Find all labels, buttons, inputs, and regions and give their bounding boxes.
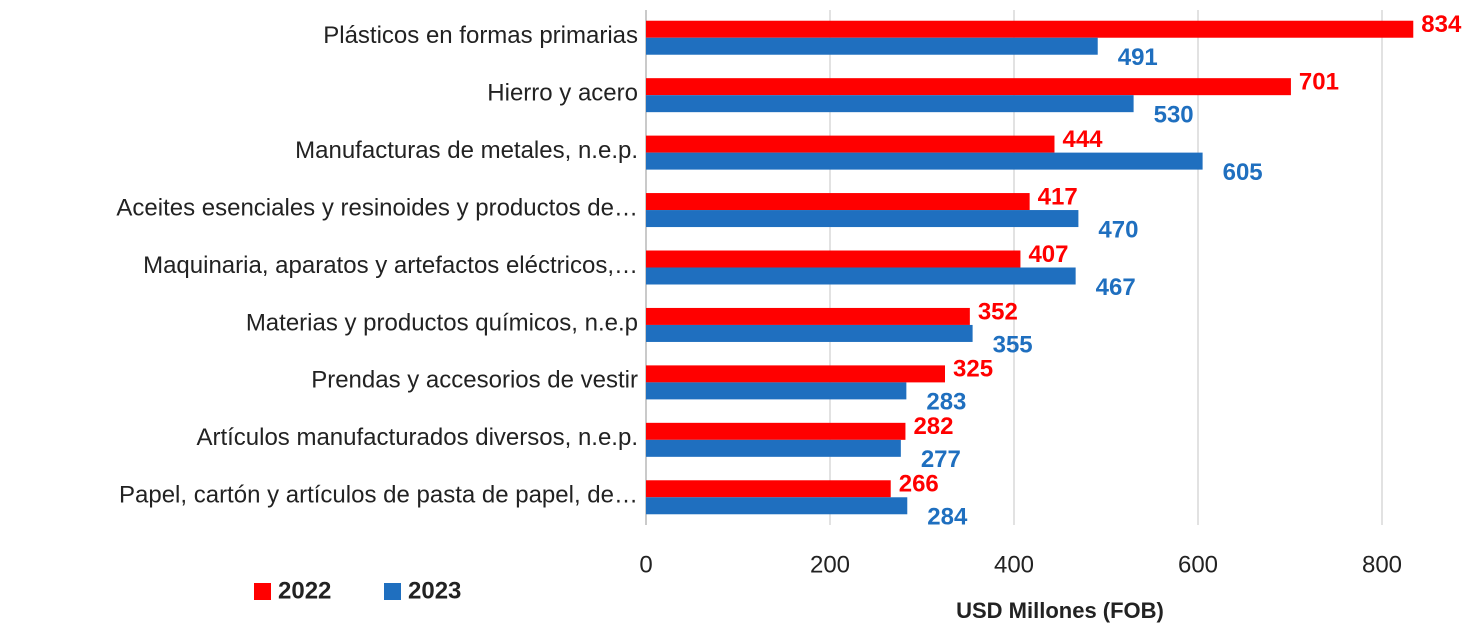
value-label: 444: [1062, 126, 1103, 153]
bar: [646, 365, 945, 383]
value-label: 355: [993, 331, 1033, 358]
bar: [646, 250, 1021, 268]
bar: [646, 422, 906, 440]
value-label: 266: [899, 471, 939, 498]
x-tick-label: 400: [994, 551, 1034, 578]
bar: [646, 480, 891, 498]
value-label: 491: [1118, 44, 1158, 71]
x-axis-label: USD Millones (FOB): [956, 598, 1164, 623]
bar: [646, 20, 1414, 38]
x-tick-label: 800: [1362, 551, 1402, 578]
value-label: 282: [913, 413, 953, 440]
category-label: Prendas y accesorios de vestir: [311, 367, 638, 394]
legend-label: 2023: [408, 577, 461, 604]
category-label: Aceites esenciales y resinoides y produc…: [116, 194, 638, 221]
category-label: Artículos manufacturados diversos, n.e.p…: [196, 424, 638, 451]
bar: [646, 210, 1079, 228]
bar: [646, 152, 1203, 170]
bar: [646, 95, 1134, 113]
value-label: 284: [927, 504, 968, 531]
category-label: Plásticos en formas primarias: [323, 22, 638, 49]
value-label: 352: [978, 298, 1018, 325]
x-tick-label: 600: [1178, 551, 1218, 578]
value-label: 605: [1223, 159, 1263, 186]
bar: [646, 37, 1098, 55]
value-label: 470: [1098, 216, 1138, 243]
legend-label: 2022: [278, 577, 331, 604]
bar: [646, 193, 1030, 211]
bar: [646, 307, 970, 325]
x-tick-label: 200: [810, 551, 850, 578]
value-label: 283: [926, 389, 966, 416]
bar: [646, 135, 1055, 153]
value-label: 701: [1299, 69, 1339, 96]
bar: [646, 497, 908, 515]
category-label: Papel, cartón y artículos de pasta de pa…: [119, 482, 638, 509]
bar: [646, 78, 1291, 96]
category-label: Materias y productos químicos, n.e.p: [246, 309, 638, 336]
bar: [646, 324, 973, 342]
value-label: 325: [953, 356, 993, 383]
category-label: Manufacturas de metales, n.e.p.: [295, 137, 638, 164]
value-label: 417: [1038, 183, 1078, 210]
value-label: 407: [1028, 241, 1068, 268]
bar: [646, 439, 901, 457]
value-label: 834: [1421, 11, 1462, 38]
value-label: 467: [1096, 274, 1136, 301]
bar: [646, 382, 907, 400]
value-label: 277: [921, 446, 961, 473]
x-tick-label: 0: [639, 551, 652, 578]
category-label: Hierro y acero: [487, 80, 638, 107]
category-label: Maquinaria, aparatos y artefactos eléctr…: [143, 252, 638, 279]
value-label: 530: [1154, 102, 1194, 129]
legend-swatch: [254, 583, 271, 600]
bar: [646, 267, 1076, 285]
legend-swatch: [384, 583, 401, 600]
